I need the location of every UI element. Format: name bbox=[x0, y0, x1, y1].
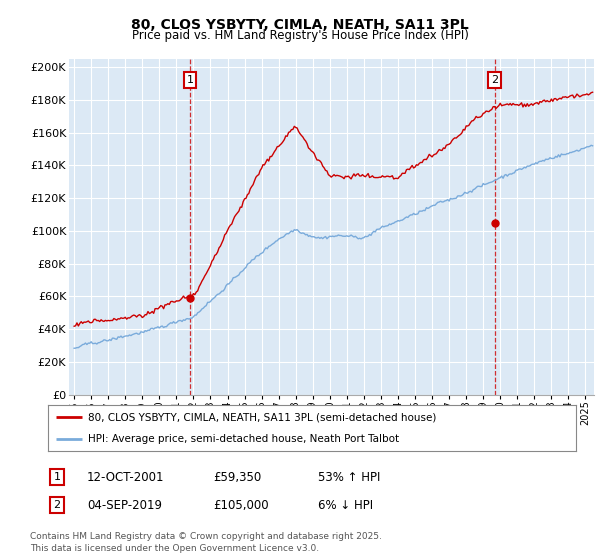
Text: 2: 2 bbox=[491, 75, 498, 85]
Text: 1: 1 bbox=[53, 472, 61, 482]
Text: £59,350: £59,350 bbox=[213, 470, 261, 484]
Text: 53% ↑ HPI: 53% ↑ HPI bbox=[318, 470, 380, 484]
Text: £105,000: £105,000 bbox=[213, 498, 269, 512]
Text: HPI: Average price, semi-detached house, Neath Port Talbot: HPI: Average price, semi-detached house,… bbox=[88, 435, 399, 444]
Text: 1: 1 bbox=[187, 75, 193, 85]
Text: Contains HM Land Registry data © Crown copyright and database right 2025.
This d: Contains HM Land Registry data © Crown c… bbox=[30, 533, 382, 553]
Text: 80, CLOS YSBYTY, CIMLA, NEATH, SA11 3PL (semi-detached house): 80, CLOS YSBYTY, CIMLA, NEATH, SA11 3PL … bbox=[88, 412, 436, 422]
Text: Price paid vs. HM Land Registry's House Price Index (HPI): Price paid vs. HM Land Registry's House … bbox=[131, 29, 469, 42]
Text: 12-OCT-2001: 12-OCT-2001 bbox=[87, 470, 164, 484]
Text: 80, CLOS YSBYTY, CIMLA, NEATH, SA11 3PL: 80, CLOS YSBYTY, CIMLA, NEATH, SA11 3PL bbox=[131, 18, 469, 32]
Text: 6% ↓ HPI: 6% ↓ HPI bbox=[318, 498, 373, 512]
Text: 2: 2 bbox=[53, 500, 61, 510]
Text: 04-SEP-2019: 04-SEP-2019 bbox=[87, 498, 162, 512]
